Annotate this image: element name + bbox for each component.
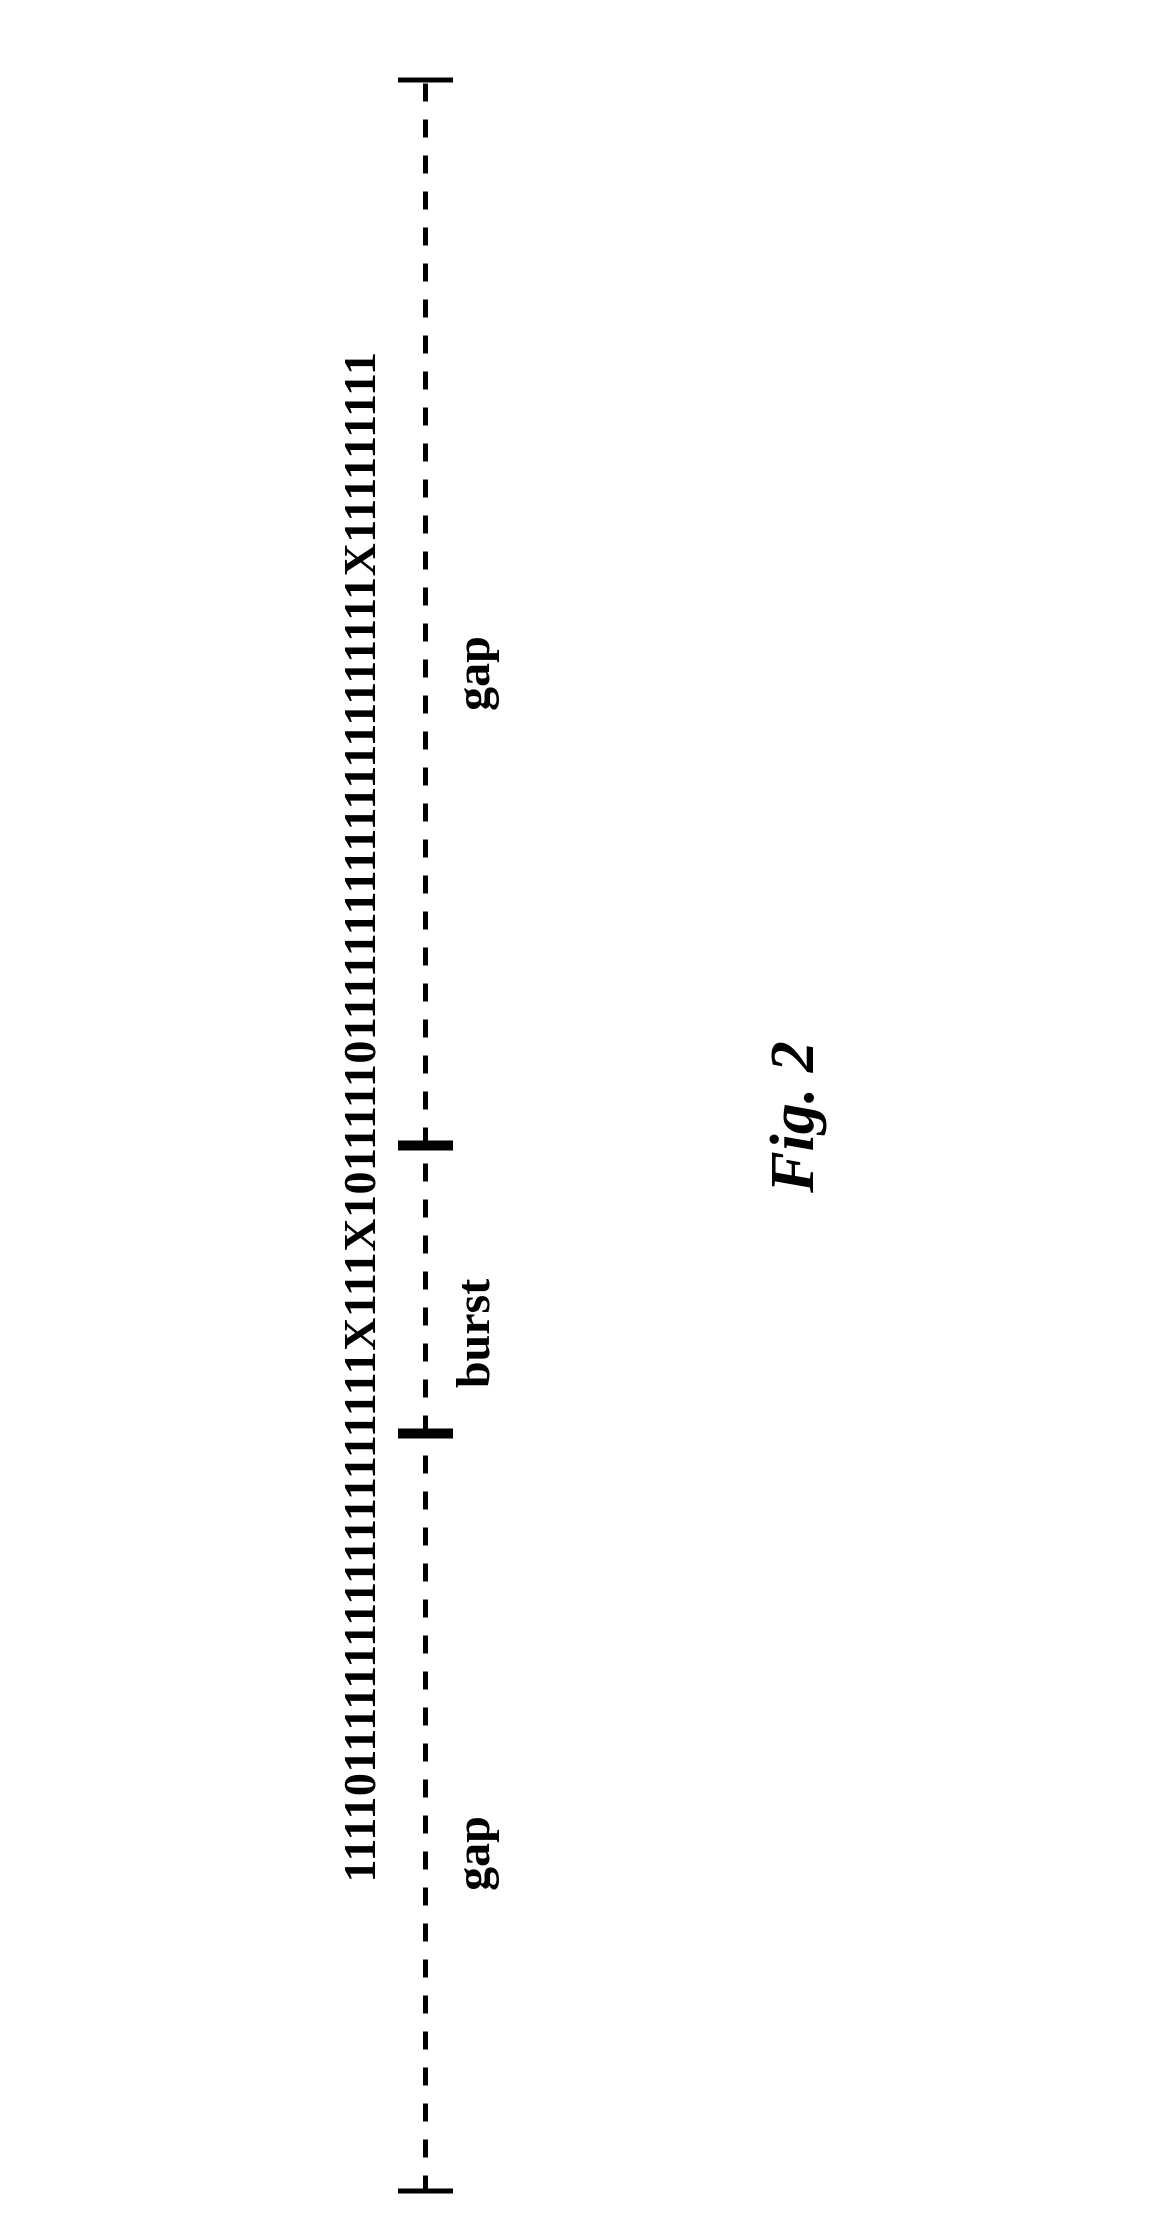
bracket-gap-1-svg	[398, 1433, 453, 2193]
bracket-burst-label: burst	[446, 1278, 501, 1387]
bracket-row: gap burst gap	[398, 0, 518, 2233]
bracket-burst-svg	[398, 1145, 453, 1433]
bracket-burst: burst	[398, 1145, 453, 1433]
bracket-gap-2-label: gap	[446, 636, 501, 711]
bracket-gap-1: gap	[398, 1433, 453, 2193]
bracket-gap-2: gap	[398, 77, 453, 1145]
bitstring-sequence: 1111011111111111111111111X111X1011111011…	[333, 351, 386, 1882]
bracket-gap-1-label: gap	[446, 1816, 501, 1891]
bracket-gap-2-svg	[398, 77, 453, 1145]
figure-caption: Fig. 2	[758, 1041, 829, 1193]
diagram-container: 1111011111111111111111111X111X1011111011…	[333, 0, 829, 2233]
